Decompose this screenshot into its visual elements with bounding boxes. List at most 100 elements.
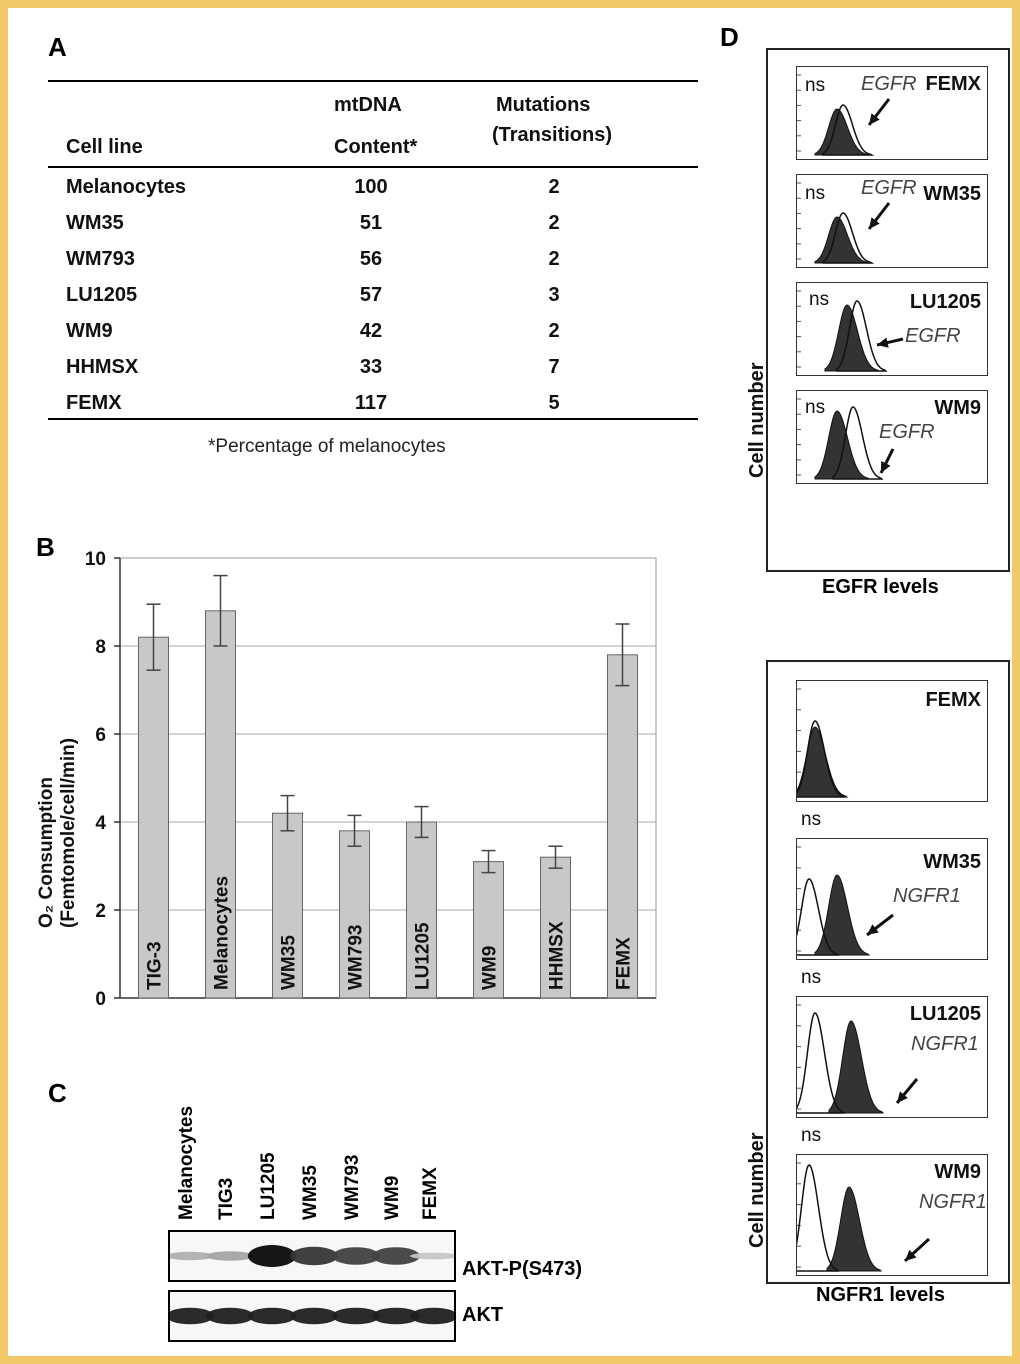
table-row: LU1205 57 3 [8, 280, 708, 316]
o2-consumption-bar-chart: 0 2 4 6 8 10 TIG-3 Melanocytes WM35 WM793 LU1205 WM… [36, 549, 657, 1010]
blot-band [290, 1246, 338, 1266]
row-mutations: 2 [548, 212, 560, 234]
ngfr-y-axis-label: Cell number [746, 1132, 768, 1248]
row-cell-name: FEMX [66, 392, 122, 414]
y-tick-label: 8 [95, 637, 106, 658]
table-row: HHMSX 33 7 [8, 352, 708, 388]
figure: A Cell line mtDNA Content* Mutations (Tr… [8, 8, 1012, 1356]
histogram-filled [826, 1186, 883, 1272]
marker-label: EGFR [861, 177, 917, 199]
histogram-panel: LU1205 ns EGFR [796, 282, 988, 376]
histogram-filled [814, 108, 871, 156]
blot-band [332, 1247, 380, 1265]
blot-band [290, 1307, 338, 1325]
blot-label-akt: AKT [462, 1304, 504, 1326]
category-label: Melanocytes [212, 876, 233, 990]
y-axis-title-line1: O₂ Consumption [36, 777, 57, 928]
histogram-outline [797, 720, 846, 798]
bar [339, 830, 370, 999]
histogram-cell-name: WM35 [923, 183, 981, 205]
bar [607, 654, 638, 999]
arrow [867, 202, 891, 230]
histogram-cell-name: WM9 [934, 1161, 981, 1183]
row-cell-name: WM35 [66, 212, 124, 234]
egfr-y-axis-label: Cell number [746, 362, 768, 478]
ngfr-x-axis-label: NGFR1 levels [816, 1284, 945, 1306]
blot-lane-label: WM9 [382, 1175, 403, 1220]
histogram-panel: WM35 ns NGFR1 [796, 809, 988, 960]
row-mutations: 7 [548, 356, 560, 378]
histogram-panel: WM35 ns EGFR [796, 174, 988, 268]
histogram-cell-name: FEMX [925, 689, 981, 711]
panel-label-d: D [720, 22, 739, 52]
blot-band [206, 1307, 254, 1325]
bar [272, 812, 303, 999]
category-label: TIG-3 [145, 941, 166, 990]
row-cell-name: HHMSX [66, 356, 139, 378]
arrow [879, 448, 895, 474]
histogram-panel: WM9 ns NGFR1 [796, 1125, 988, 1276]
ns-label: ns [801, 809, 822, 830]
histogram-panel: FEMX [796, 680, 988, 802]
histogram-filled [814, 874, 871, 956]
histogram-cell-name: FEMX [925, 73, 981, 95]
arrow [866, 913, 894, 937]
egfr-histogram-group: FEMX ns EGFR WM35 ns EGFR LU1205 ns EGFR WM9 ns EGF… [766, 48, 1010, 572]
histogram-cell-name: WM9 [934, 397, 981, 419]
egfr-x-axis-label: EGFR levels [822, 576, 939, 598]
blot-label-akt-p: AKT-P(S473) [462, 1258, 583, 1280]
row-mutations: 2 [548, 176, 560, 198]
row-cell-name: WM793 [66, 248, 135, 270]
histogram-filled [814, 216, 871, 264]
row-mtdna-content: 100 [354, 176, 388, 198]
table-row: WM9 42 2 [8, 316, 708, 352]
category-label: HHMSX [547, 921, 568, 990]
table-footnote: *Percentage of melanocytes [208, 436, 446, 457]
row-mutations: 3 [548, 284, 560, 306]
y-tick-label: 6 [95, 725, 106, 746]
blot-lane-label: WM793 [342, 1154, 363, 1220]
table-row: WM793 56 2 [8, 244, 708, 280]
panel-label-a: A [48, 32, 67, 62]
header-mtdna: mtDNA [334, 94, 402, 116]
blot-band [372, 1247, 420, 1265]
table-row: WM35 51 2 [8, 208, 708, 244]
plot-area [119, 557, 657, 999]
category-label: WM793 [346, 925, 367, 990]
blot-lane-label: FEMX [420, 1167, 441, 1220]
category-label: LU1205 [413, 922, 434, 990]
table-row: FEMX 117 5 [8, 388, 708, 424]
bar [473, 861, 504, 999]
histogram-outline [822, 212, 875, 264]
histogram-panel: FEMX ns EGFR [796, 66, 988, 160]
marker-label: EGFR [879, 421, 935, 443]
histogram-outline [822, 104, 875, 156]
row-mtdna-content: 57 [359, 284, 383, 306]
arrow [876, 337, 904, 348]
histogram-outline [832, 406, 884, 480]
blot-band [248, 1245, 296, 1267]
blot-akt [168, 1290, 456, 1342]
table-header-rule [48, 166, 698, 168]
panel-label-c: C [48, 1078, 67, 1108]
table-bottom-rule [48, 418, 698, 420]
row-mtdna-content: 56 [359, 248, 383, 270]
marker-label: NGFR1 [911, 1033, 979, 1055]
blot-lane-label: WM35 [300, 1165, 321, 1220]
histogram-outline [836, 300, 888, 372]
ns-label: ns [805, 75, 826, 96]
y-tick-label: 10 [85, 549, 106, 570]
histogram-filled [814, 410, 871, 480]
blot-lane-label: Melanocytes [176, 1105, 197, 1220]
category-label: WM9 [480, 946, 501, 990]
ns-label: ns [809, 289, 830, 310]
bar [540, 856, 571, 999]
header-cell-line: Cell line [66, 136, 143, 158]
histogram-cell-name: LU1205 [909, 291, 981, 313]
category-label: WM35 [279, 935, 300, 990]
row-cell-name: WM9 [66, 320, 113, 342]
marker-label: NGFR1 [919, 1191, 987, 1213]
table-row: Melanocytes 100 2 [8, 172, 708, 208]
row-mutations: 2 [548, 320, 560, 342]
row-mtdna-content: 33 [359, 356, 383, 378]
